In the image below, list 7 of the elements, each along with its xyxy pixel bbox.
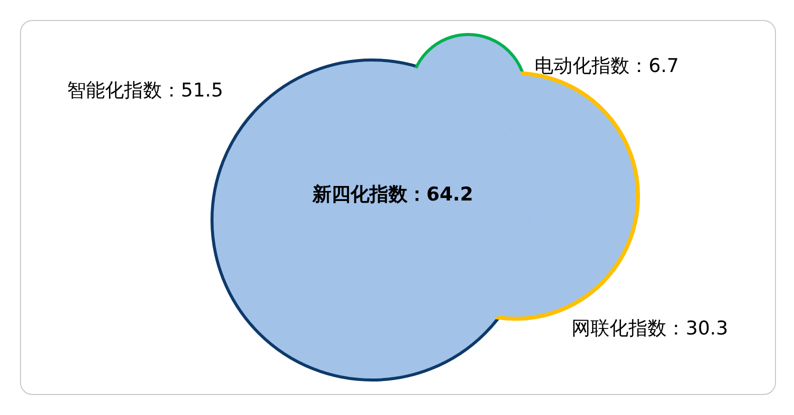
category-label: 电动化指数 [534, 55, 630, 78]
data-label: ：6.7 [630, 55, 679, 78]
data-label: ：30.3 [666, 318, 728, 340]
category-label: 智能化指数 [66, 79, 162, 102]
category-label: 网联化指数 [572, 318, 667, 340]
text: 新四化指数：64.2 [311, 183, 474, 206]
data-label: ：51.5 [162, 79, 224, 102]
